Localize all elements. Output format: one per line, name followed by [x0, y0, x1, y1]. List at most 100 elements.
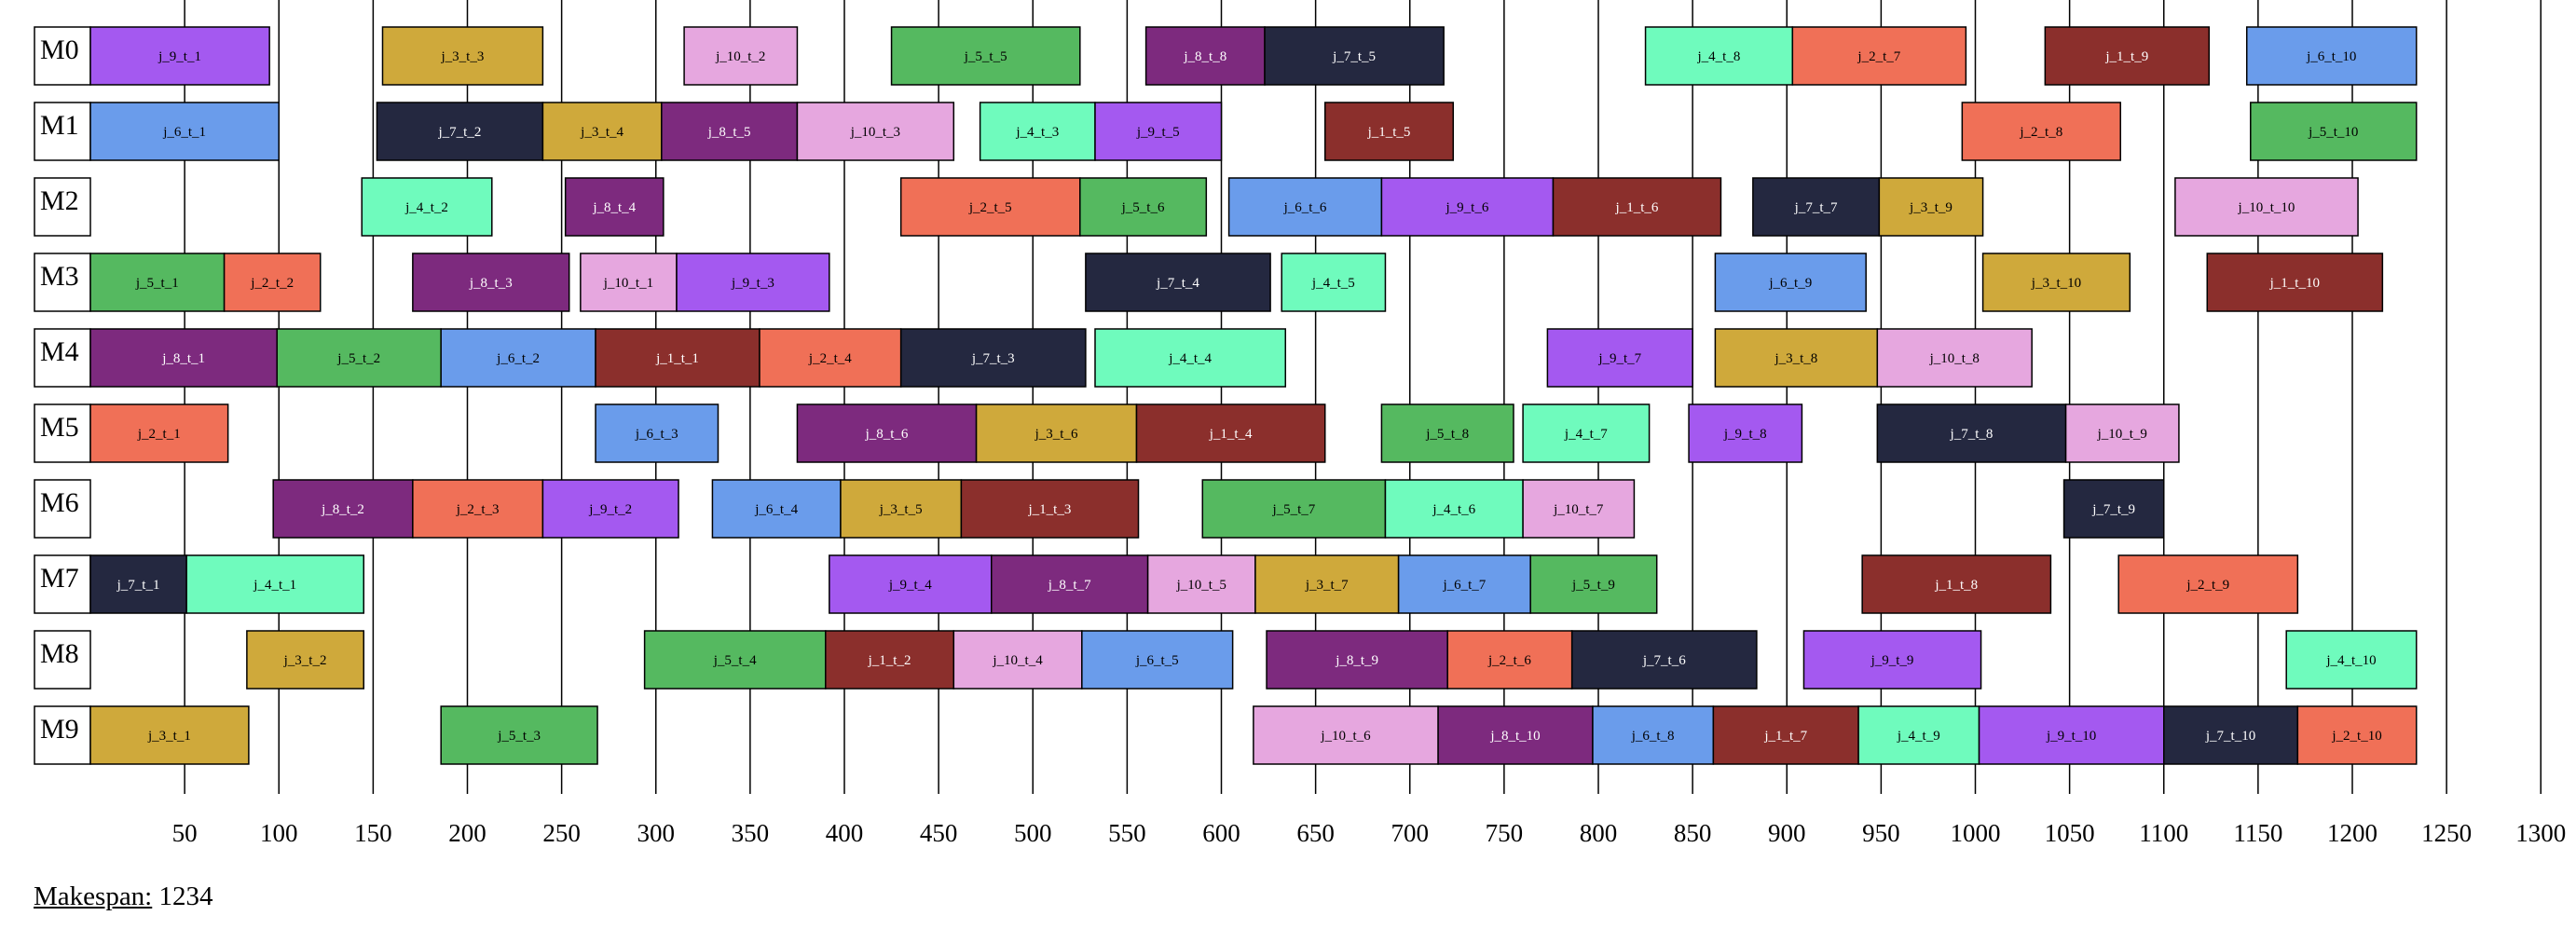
task-bar: j_5_t_1: [89, 253, 226, 312]
task-label: j_8_t_9: [1335, 653, 1378, 668]
task-rect: [683, 26, 799, 86]
task-label: j_7_t_9: [2091, 502, 2135, 517]
task-bar: j_1_t_5: [1323, 102, 1455, 161]
task-bar: j_1_t_6: [1552, 177, 1722, 237]
task-label: j_7_t_7: [1794, 200, 1838, 215]
task-bar: j_8_t_8: [1144, 26, 1266, 86]
task-rect: [89, 403, 229, 463]
x-tick-label: 1200: [2327, 819, 2377, 847]
task-bar: j_8_t_7: [991, 554, 1149, 614]
machine-label: M1: [40, 110, 79, 141]
task-label: j_8_t_7: [1048, 578, 1091, 593]
task-rect: [1878, 177, 1984, 237]
task-bar: j_1_t_8: [1861, 554, 2052, 614]
task-bar: j_4_t_9: [1857, 705, 1980, 765]
task-rect: [796, 403, 978, 463]
task-label: j_9_t_1: [158, 49, 201, 64]
task-label: j_2_t_8: [2019, 125, 2062, 140]
task-bar: j_1_t_2: [825, 630, 955, 690]
task-bar: j_5_t_3: [440, 705, 598, 765]
task-bar: j_9_t_8: [1688, 403, 1803, 463]
task-rect: [1323, 102, 1455, 161]
task-rect: [1437, 705, 1594, 765]
task-bar: j_8_t_6: [796, 403, 978, 463]
task-bar: j_2_t_7: [1791, 26, 1967, 86]
gantt-chart: M0 M1 M2 M3 M4 M5 M6 M7 M8 M9 j_9_t_1 j_3_t_3 j_10_…: [34, 0, 2566, 847]
task-bar: j_6_t_5: [1081, 630, 1234, 690]
task-label: j_1_t_2: [868, 653, 911, 668]
task-label: j_9_t_2: [588, 502, 632, 517]
task-label: j_5_t_1: [135, 276, 179, 291]
task-bar: j_2_t_1: [89, 403, 229, 463]
task-bar: j_10_t_4: [952, 630, 1083, 690]
makespan-readout: Makespan: 1234: [34, 882, 213, 912]
x-tick-label: 750: [1486, 819, 1524, 847]
task-bar: j_7_t_8: [1876, 403, 2067, 463]
task-rect: [2296, 705, 2418, 765]
task-bar: j_6_t_7: [1397, 554, 1531, 614]
machine-label-box: [34, 26, 91, 86]
machine-label: M8: [40, 638, 79, 669]
task-label: j_5_t_7: [1271, 502, 1315, 517]
task-label: j_5_t_10: [2308, 125, 2358, 140]
task-label: j_3_t_6: [1035, 427, 1078, 442]
task-rect: [1876, 328, 2033, 388]
x-tick-label: 800: [1580, 819, 1618, 847]
task-bar: j_7_t_7: [1752, 177, 1881, 237]
task-rect: [890, 26, 1081, 86]
task-bar: j_9_t_7: [1546, 328, 1693, 388]
task-bar: j_1_t_1: [595, 328, 760, 388]
machine-label: M9: [40, 714, 79, 745]
task-label: j_10_t_3: [850, 125, 900, 140]
task-rect: [440, 705, 598, 765]
task-bar: j_1_t_7: [1712, 705, 1859, 765]
machine-labels: M0 M1 M2 M3 M4 M5 M6 M7 M8 M9: [34, 26, 91, 765]
machine-label-box: [34, 253, 91, 312]
task-rect: [412, 479, 544, 539]
task-label: j_4_t_8: [1697, 49, 1741, 64]
task-label: j_10_t_9: [2097, 427, 2147, 442]
task-rect: [440, 328, 596, 388]
x-tick-label: 1000: [1951, 819, 2001, 847]
task-bar: j_10_t_6: [1253, 705, 1439, 765]
task-rect: [564, 177, 665, 237]
task-label: j_2_t_7: [1857, 49, 1900, 64]
task-label: j_6_t_6: [1283, 200, 1327, 215]
task-bar: j_3_t_1: [89, 705, 250, 765]
task-rect: [1081, 630, 1234, 690]
task-rect: [1254, 554, 1400, 614]
task-rect: [1253, 705, 1439, 765]
task-rect: [89, 26, 270, 86]
task-bar: j_6_t_10: [2245, 26, 2418, 86]
task-rect: [1522, 403, 1651, 463]
x-tick-label: 1050: [2045, 819, 2095, 847]
task-rect: [1281, 253, 1387, 312]
task-label: j_1_t_1: [655, 351, 699, 366]
task-rect: [1144, 26, 1266, 86]
task-bar: j_6_t_8: [1592, 705, 1715, 765]
task-rect: [2245, 26, 2418, 86]
task-rect: [840, 479, 963, 539]
task-bar: j_3_t_7: [1254, 554, 1400, 614]
task-label: j_3_t_8: [1774, 351, 1817, 366]
x-tick-label: 1250: [2421, 819, 2472, 847]
task-rect: [541, 102, 663, 161]
task-rect: [272, 479, 414, 539]
task-rect: [1135, 403, 1326, 463]
task-bar: j_10_t_9: [2064, 403, 2180, 463]
task-label: j_1_t_8: [1934, 578, 1978, 593]
task-rect: [1266, 630, 1448, 690]
task-label: j_3_t_3: [441, 49, 485, 64]
task-label: j_9_t_3: [731, 276, 774, 291]
task-rect: [1857, 705, 1980, 765]
task-rect: [1876, 403, 2067, 463]
x-tick-label: 500: [1014, 819, 1052, 847]
task-bar: j_6_t_1: [89, 102, 280, 161]
task-label: j_1_t_9: [2104, 49, 2148, 64]
task-label: j_4_t_1: [253, 578, 296, 593]
task-rect: [89, 328, 278, 388]
task-label: j_2_t_3: [456, 502, 500, 517]
task-bar: j_9_t_5: [1094, 102, 1223, 161]
task-bar: j_1_t_9: [2044, 26, 2211, 86]
task-rect: [276, 328, 442, 388]
